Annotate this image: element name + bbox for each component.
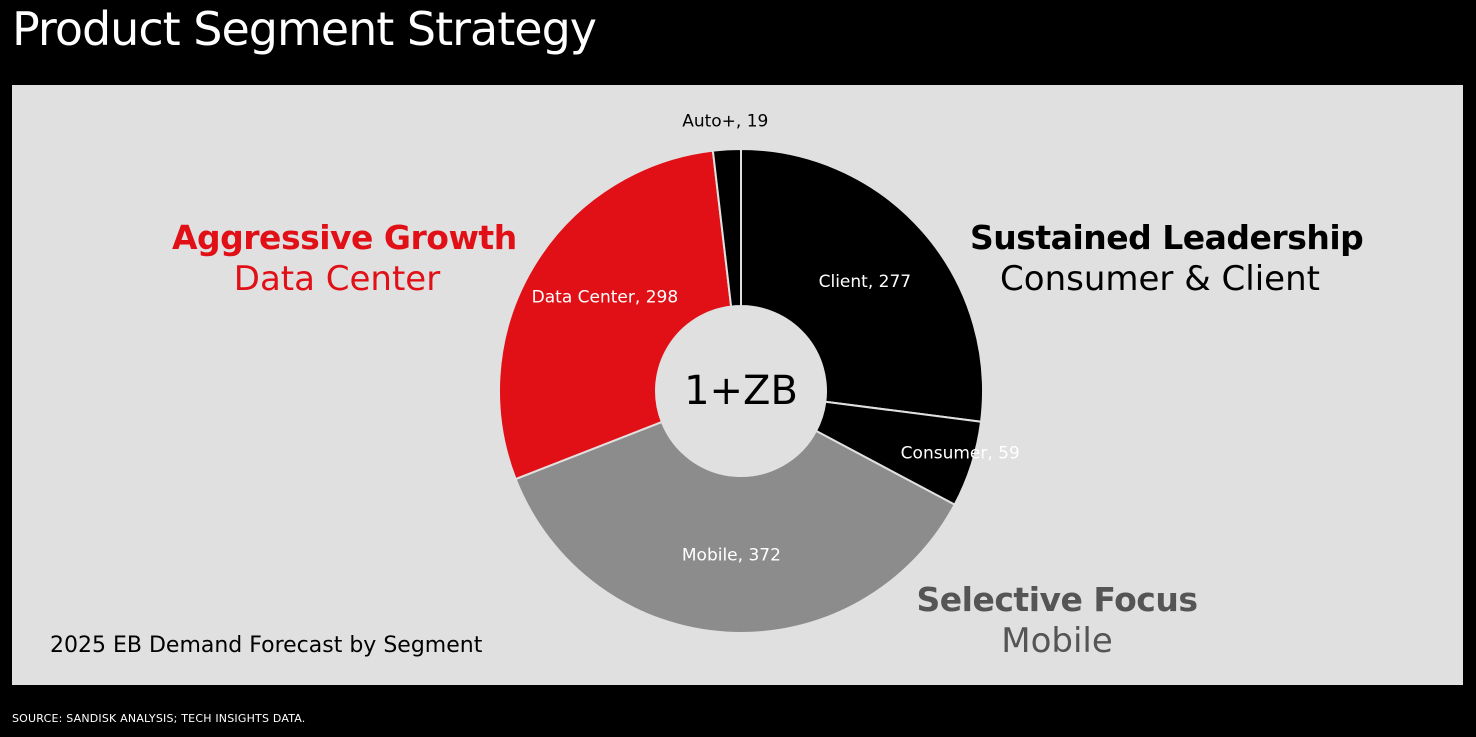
chart-subtitle: 2025 EB Demand Forecast by Segment xyxy=(50,633,483,658)
aggressive-growth-subtitle: Data Center xyxy=(233,259,441,299)
selective-focus-subtitle: Mobile xyxy=(1001,621,1113,661)
page-title: Product Segment Strategy xyxy=(12,2,597,56)
slice-client xyxy=(740,147,984,423)
slice-data-center xyxy=(498,149,733,481)
selective-focus-title: Selective Focus xyxy=(916,580,1198,619)
sustained-leadership-subtitle: Consumer & Client xyxy=(1000,259,1320,299)
source-note: SOURCE: SANDISK ANALYSIS; TECH INSIGHTS … xyxy=(12,712,306,725)
slice-label-client: Client, 277 xyxy=(819,272,911,292)
sustained-leadership-title: Sustained Leadership xyxy=(970,218,1364,257)
slice-label-data-center: Data Center, 298 xyxy=(532,288,678,308)
chart-panel: Client, 277 Consumer, 59 Mobile, 372 Data C… xyxy=(12,85,1463,685)
donut-center-label: 1+ZB xyxy=(684,368,798,414)
slice-label-mobile: Mobile, 372 xyxy=(682,546,781,566)
slice-mobile xyxy=(514,420,957,634)
aggressive-growth-title: Aggressive Growth xyxy=(172,218,517,257)
aggressive-growth-label: Aggressive Growth Data Center xyxy=(172,218,517,300)
donut-chart: Client, 277 Consumer, 59 Mobile, 372 Data C… xyxy=(498,111,1020,634)
slice-label-auto: Auto+, 19 xyxy=(682,111,768,131)
slice-auto xyxy=(711,147,742,308)
slice-label-consumer: Consumer, 59 xyxy=(901,444,1020,464)
selective-focus-label: Selective Focus Mobile xyxy=(892,580,1222,662)
sustained-leadership-label: Sustained Leadership Consumer & Client xyxy=(970,218,1364,300)
